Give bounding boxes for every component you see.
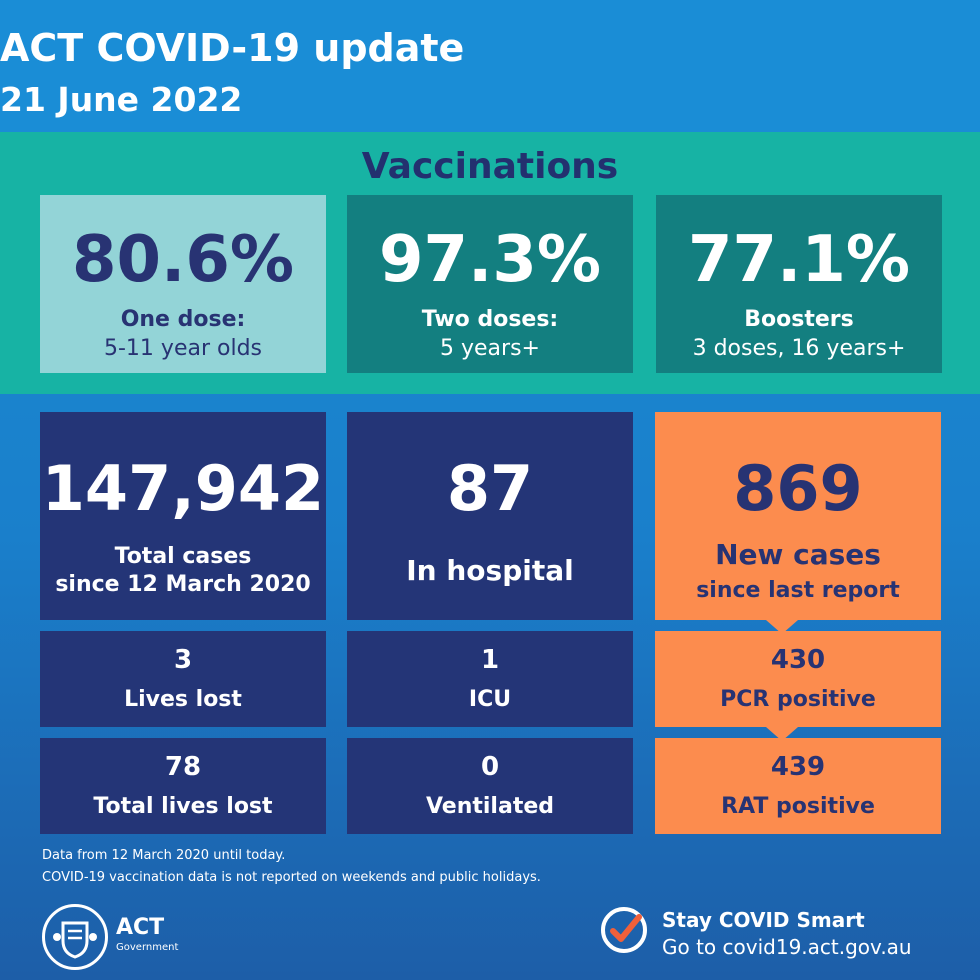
ventilated-label: Ventilated	[425, 794, 555, 819]
lives-lost-card: 3 Lives lost	[40, 631, 326, 727]
vax-boosters-value: 77.1%	[687, 223, 911, 297]
lives-lost-label: Lives lost	[124, 687, 242, 712]
header-banner	[0, 0, 980, 132]
vax-boosters-card: 77.1% Boosters 3 doses, 16 years+	[656, 195, 942, 373]
rat-value: 439	[770, 752, 826, 782]
total-cases-sublabel: since 12 March 2020	[55, 572, 311, 597]
ventilated-card: 0 Ventilated	[347, 738, 633, 834]
lives-lost-value: 3	[173, 645, 193, 675]
ventilated-value: 0	[480, 752, 500, 782]
vax-one-dose-value: 80.6%	[71, 223, 295, 297]
footnote-vax-reporting: COVID-19 vaccination data is not reporte…	[42, 870, 541, 885]
pcr-card: 430 PCR positive	[655, 631, 941, 727]
cta-link[interactable]: Go to covid19.act.gov.au	[662, 935, 912, 959]
vax-boosters-label: Boosters	[744, 307, 854, 332]
pcr-value: 430	[770, 645, 826, 675]
logo-text: ACT	[116, 915, 165, 940]
checkmark-circle-icon	[601, 907, 647, 953]
connector-arrow	[766, 620, 798, 634]
total-lives-lost-value: 78	[164, 752, 202, 782]
total-lives-lost-label: Total lives lost	[93, 794, 273, 819]
vax-one-dose-card: 80.6% One dose: 5-11 year olds	[40, 195, 326, 373]
vax-boosters-sublabel: 3 doses, 16 years+	[692, 336, 906, 361]
vax-two-doses-value: 97.3%	[378, 223, 602, 297]
connector-arrow	[766, 727, 798, 741]
vax-two-doses-sublabel: 5 years+	[440, 336, 540, 361]
act-coat-of-arms-icon	[42, 904, 108, 970]
icu-value: 1	[480, 645, 500, 675]
cta-heading: Stay COVID Smart	[662, 908, 865, 932]
in-hospital-label: In hospital	[406, 554, 574, 587]
icu-label: ICU	[468, 687, 512, 712]
total-cases-value: 147,942	[41, 452, 325, 525]
vax-one-dose-label: One dose:	[120, 307, 246, 332]
vaccinations-heading: Vaccinations	[361, 146, 619, 187]
total-cases-label: Total cases	[114, 544, 252, 569]
new-cases-label: New cases	[715, 538, 881, 571]
vax-one-dose-sublabel: 5-11 year olds	[104, 336, 262, 361]
vax-two-doses-label: Two doses:	[421, 307, 559, 332]
rat-card: 439 RAT positive	[655, 738, 941, 834]
total-lives-lost-card: 78 Total lives lost	[40, 738, 326, 834]
total-cases-card: 147,942 Total cases since 12 March 2020	[40, 412, 326, 620]
vax-two-doses-card: 97.3% Two doses: 5 years+	[347, 195, 633, 373]
page-title: ACT COVID-19 update	[0, 26, 465, 70]
footnote-data-range: Data from 12 March 2020 until today.	[42, 848, 286, 863]
new-cases-card: 869 New cases since last report	[655, 412, 941, 620]
logo-subtext: Government	[116, 942, 179, 953]
rat-label: RAT positive	[721, 794, 875, 819]
new-cases-value: 869	[733, 452, 863, 525]
pcr-label: PCR positive	[720, 687, 876, 712]
icu-card: 1 ICU	[347, 631, 633, 727]
new-cases-sublabel: since last report	[696, 578, 900, 603]
in-hospital-card: 87 In hospital	[347, 412, 633, 620]
in-hospital-value: 87	[446, 452, 534, 525]
report-date: 21 June 2022	[0, 80, 243, 119]
